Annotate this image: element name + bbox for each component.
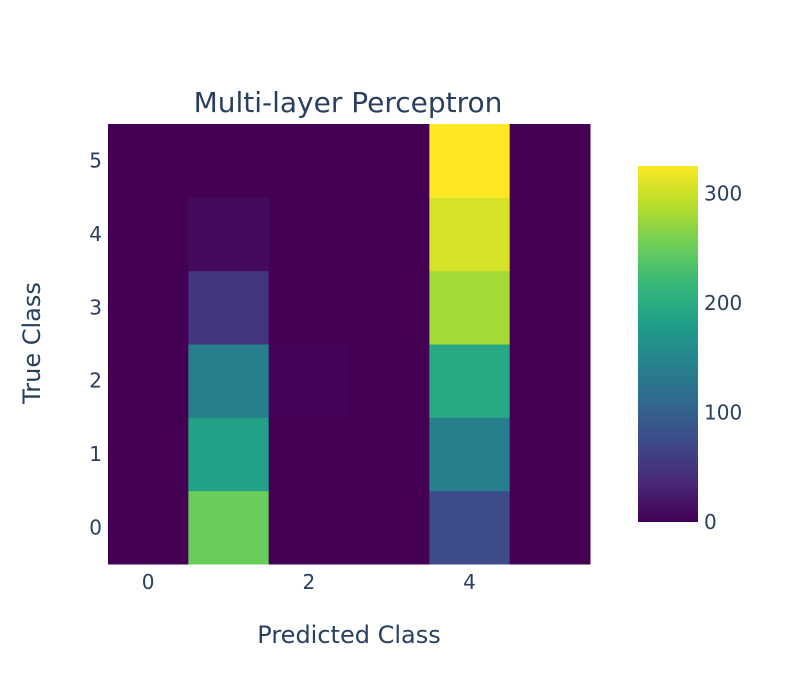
heatmap-cell [509,417,591,492]
heatmap-cell [108,197,189,272]
heatmap-cell [108,490,189,565]
x-tick-label: 4 [463,570,476,594]
colorbar-tick-label: 200 [704,291,742,315]
heatmap-cell [108,417,189,492]
y-tick-label: 4 [89,222,102,246]
colorbar-tick-label: 0 [704,510,717,534]
heatmap-cell [429,270,511,345]
heatmap-cell [349,124,430,198]
heatmap-cell [268,270,350,345]
x-tick-label: 2 [302,570,315,594]
y-tick-label: 0 [89,515,102,539]
colorbar: 0 100 200 300 [638,166,742,534]
y-tick-label: 3 [89,295,102,319]
heatmap-cell [108,270,189,345]
heatmap-cell [188,490,270,565]
colorbar-tick-label: 300 [704,181,742,205]
colorbar-gradient [638,166,698,522]
heatmap-cell [509,124,591,198]
x-axis-ticks: 0 2 4 [142,570,476,594]
heatmap-cell [349,344,430,418]
x-tick-label: 0 [142,570,155,594]
heatmap-plot-area [108,124,591,565]
heatmap-cell [429,124,511,198]
heatmap-cell [429,344,511,418]
heatmap-cell [349,270,430,345]
heatmap-cell [349,490,430,565]
heatmap-cell [268,417,350,492]
heatmap-cell [188,197,270,272]
heatmap-cell [188,270,270,345]
heatmap-cell [349,417,430,492]
y-axis-label: True Class [18,282,46,405]
heatmap-cell [509,197,591,272]
heatmap-cell [188,124,270,198]
heatmap-cell [268,124,350,198]
heatmap-cell [108,124,189,198]
heatmap-cell [108,344,189,418]
x-axis-label: Predicted Class [257,621,440,649]
heatmap-cell [188,344,270,418]
heatmap-cell [509,344,591,418]
heatmap-cell [429,197,511,272]
heatmap-cell [188,417,270,492]
y-tick-label: 1 [89,442,102,466]
heatmap-cell [509,490,591,565]
colorbar-tick-label: 100 [704,400,742,424]
heatmap-cell [268,197,350,272]
heatmap-cell [429,417,511,492]
heatmap-cell [268,490,350,565]
y-tick-label: 5 [89,149,102,173]
heatmap-cell [509,270,591,345]
y-axis-ticks: 0 1 2 3 4 5 [89,149,102,540]
y-tick-label: 2 [89,369,102,393]
heatmap-cell [349,197,430,272]
chart-title: Multi-layer Perceptron [194,86,503,119]
heatmap-cell [268,344,350,418]
heatmap-cell [429,490,511,565]
